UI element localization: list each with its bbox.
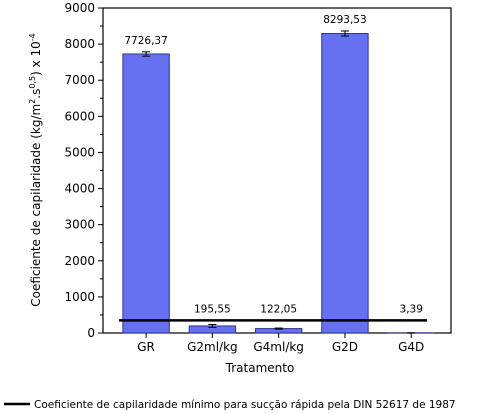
y-tick-label: 7000 [64,73,95,87]
bar-GR [122,53,170,334]
x-tick-label: G4D [398,340,424,354]
y-tick-label: 8000 [64,37,95,51]
data-label: 8293,53 [323,14,366,26]
y-tick-label: 5000 [64,145,95,159]
x-tick-label: G2ml/kg [187,340,238,354]
bar-G2D [321,33,369,334]
x-tick-label: G4ml/kg [253,340,304,354]
y-tick-label: 3000 [64,218,95,232]
x-tick-label: G2D [332,340,358,354]
y-axis-label: Coeficiente de capilaridade (kg/m2.s0,5)… [28,33,43,307]
y-tick-label: 0 [87,326,95,340]
data-label: 3,39 [400,303,423,315]
data-label: 122,05 [260,303,297,315]
y-tick-label: 1000 [64,290,95,304]
legend-entry: Coeficiente de capilaridade mínimo para … [34,399,456,411]
y-tick-label: 6000 [64,109,95,123]
data-label: 7726,37 [124,35,167,47]
x-axis-label: Tratamento [225,361,295,375]
x-tick-label: GR [137,340,155,354]
data-label: 195,55 [194,303,231,315]
y-tick-label: 2000 [64,254,95,268]
y-tick-label: 4000 [64,182,95,196]
y-tick-label: 9000 [64,1,95,15]
